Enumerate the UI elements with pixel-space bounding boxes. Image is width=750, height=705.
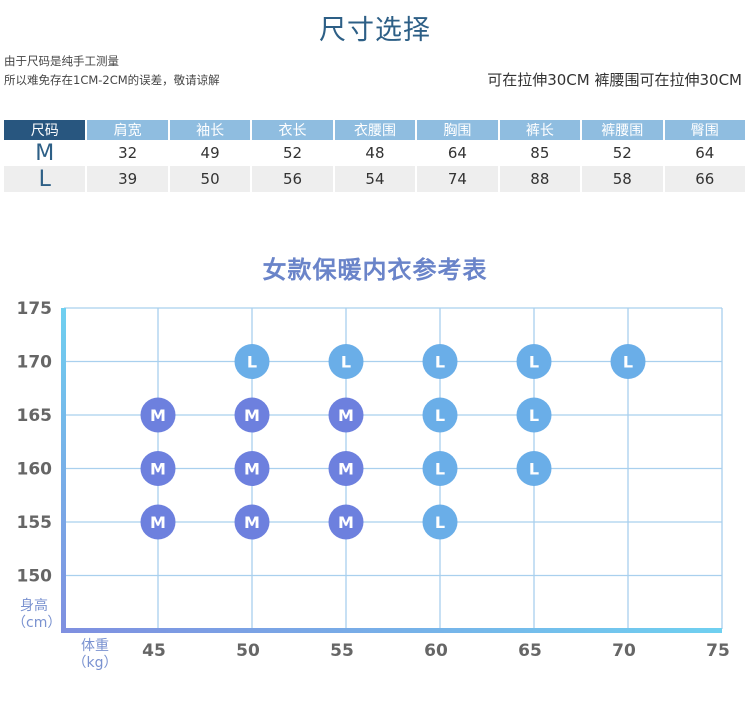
point-l: [516, 344, 552, 379]
table-row-l: L 39 50 56 54 74 88 58 66: [4, 166, 747, 192]
point-label-m: M: [244, 460, 260, 479]
point-l: [422, 397, 458, 433]
x-tick-label: 55: [330, 641, 354, 661]
error-note: 所以难免存在1CM-2CM的误差，敬请谅解: [4, 73, 220, 87]
x-tick-label: 75: [706, 641, 730, 661]
point-label-l: L: [247, 353, 257, 372]
table-cell: 56: [251, 166, 335, 192]
y-tick-label: 160: [17, 460, 53, 480]
header-top-length: 衣长: [251, 120, 335, 140]
point-label-m: M: [150, 513, 166, 532]
table-cell: 54: [333, 166, 418, 192]
point-label-m: M: [150, 460, 166, 479]
point-l: [422, 504, 458, 540]
point-l: [516, 451, 552, 486]
table-row-m: M 32 49 52 48 64 85 52 64: [4, 140, 747, 166]
header-sleeve: 袖长: [168, 120, 253, 140]
table-cell: 52: [581, 140, 665, 166]
x-axis-label: 体重 （kg）: [72, 638, 118, 672]
table-cell: 64: [663, 140, 747, 166]
stretch-note: 可在拉伸30CM 裤腰围可在拉伸30CM: [487, 71, 742, 89]
x-axis-label-text: 体重 （kg）: [72, 638, 118, 671]
chart-title: 女款保暖内衣参考表: [262, 256, 488, 284]
point-label-m: M: [338, 406, 354, 425]
point-label-l: L: [529, 353, 539, 372]
point-label-l: L: [435, 406, 445, 425]
x-tick-label: 45: [142, 641, 166, 661]
header-shoulder: 肩宽: [86, 120, 170, 140]
x-tick-label: 60: [424, 641, 448, 661]
table-cell: 58: [581, 166, 665, 192]
point-label-m: M: [338, 460, 354, 479]
point-label-l: L: [341, 353, 351, 372]
table-cell: 32: [86, 140, 170, 166]
header-pants-waist: 裤腰围: [581, 120, 665, 140]
point-l: [328, 344, 364, 379]
point-m: [234, 451, 270, 486]
y-tick-label: 175: [17, 299, 53, 319]
point-m: [234, 397, 270, 433]
table-cell: 48: [333, 140, 418, 166]
header-size: 尺码: [4, 120, 88, 140]
point-label-l: L: [435, 353, 445, 372]
y-tick-label: 170: [17, 353, 53, 373]
table-cell: 74: [416, 166, 500, 192]
point-l: [516, 397, 552, 433]
point-l: [422, 344, 458, 379]
point-m: [140, 451, 176, 486]
table-cell: 52: [251, 140, 335, 166]
point-l: [234, 344, 270, 379]
point-label-l: L: [623, 353, 633, 372]
point-m: [328, 504, 364, 540]
point-m: [328, 451, 364, 486]
measurement-note: 由于尺码是纯手工测量: [4, 54, 119, 68]
point-label-l: L: [529, 460, 539, 479]
page-title: 尺寸选择: [319, 15, 431, 46]
header-top-waist: 衣腰围: [333, 120, 418, 140]
table-cell: 50: [168, 166, 253, 192]
x-axis: [61, 628, 722, 633]
point-label-m: M: [244, 513, 260, 532]
y-tick-label: 165: [17, 406, 53, 426]
table-cell: 39: [86, 166, 170, 192]
point-label-l: L: [529, 406, 539, 425]
size-table-header-row: 尺码 肩宽 袖长 衣长 衣腰围 胸围 裤长 裤腰围 臀围: [4, 120, 747, 140]
y-tick-label: 150: [17, 567, 53, 587]
point-label-m: M: [150, 406, 166, 425]
header-hip: 臀围: [663, 120, 747, 140]
table-cell: 85: [498, 140, 583, 166]
y-axis-label-text: 身高 （cm）: [12, 598, 62, 631]
point-m: [234, 504, 270, 540]
point-l: [610, 344, 646, 379]
table-cell: 88: [498, 166, 583, 192]
x-tick-label: 50: [236, 641, 260, 661]
table-cell: 49: [168, 140, 253, 166]
point-label-m: M: [244, 406, 260, 425]
point-m: [328, 397, 364, 433]
table-cell: 66: [663, 166, 747, 192]
row-size-m: M: [4, 140, 88, 166]
point-m: [140, 504, 176, 540]
row-size-l: L: [4, 166, 88, 192]
point-label-m: M: [338, 513, 354, 532]
header-chest: 胸围: [416, 120, 500, 140]
point-label-l: L: [435, 513, 445, 532]
x-tick-label: 65: [518, 641, 542, 661]
table-cell: 64: [416, 140, 500, 166]
size-table: 尺码 肩宽 袖长 衣长 衣腰围 胸围 裤长 裤腰围 臀围 M 32 49 52 …: [4, 120, 747, 192]
y-axis: [61, 308, 66, 632]
header-pants-length: 裤长: [498, 120, 583, 140]
y-axis-label: 身高 （cm）: [12, 598, 61, 632]
point-m: [140, 397, 176, 433]
point-label-l: L: [435, 460, 445, 479]
point-l: [422, 451, 458, 486]
x-tick-label: 70: [612, 641, 636, 661]
y-tick-label: 155: [17, 513, 53, 533]
